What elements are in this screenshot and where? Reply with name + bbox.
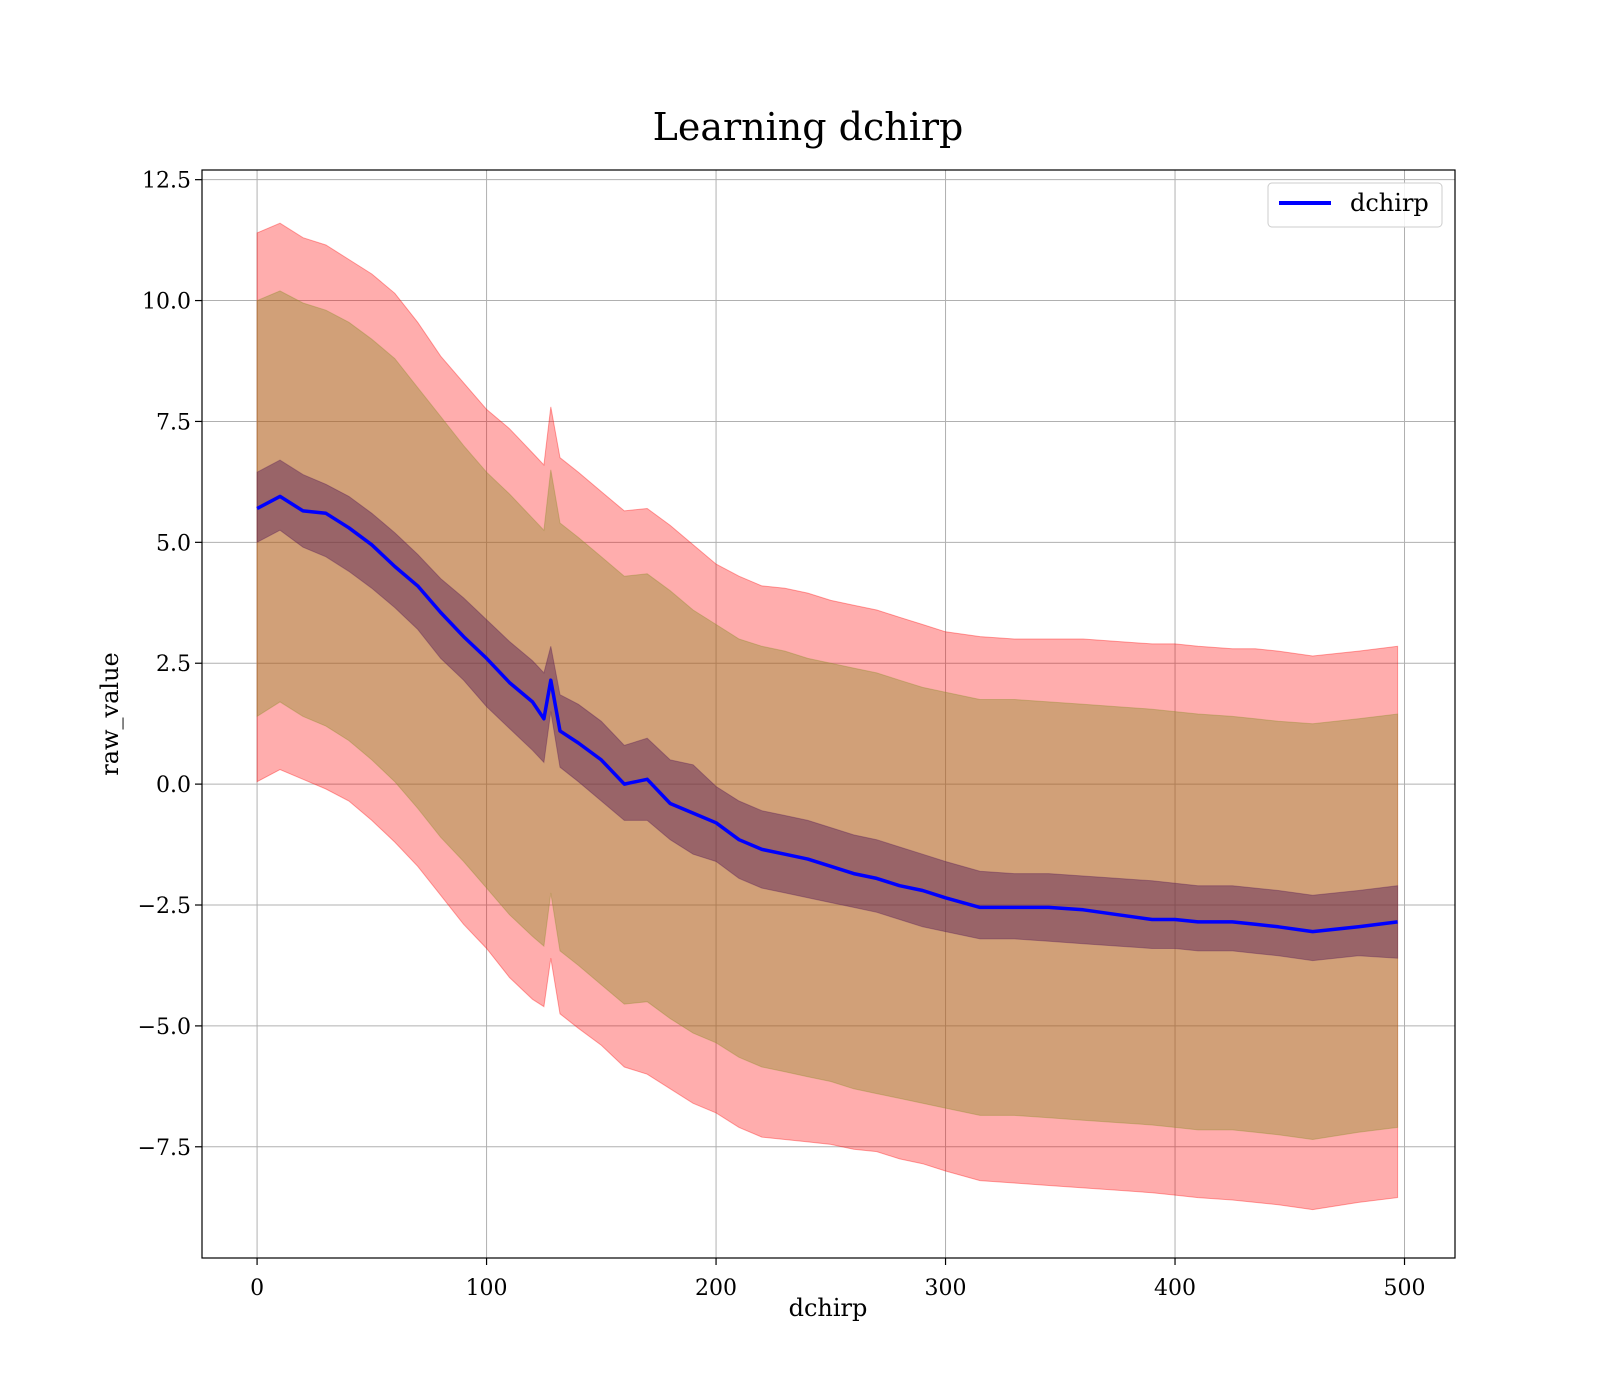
legend: dchirp xyxy=(1267,182,1443,228)
y-axis-label: raw_value xyxy=(96,652,124,776)
y-tick-label: 0.0 xyxy=(156,773,191,798)
y-tick-label: 10.0 xyxy=(142,290,191,315)
y-tick-label: −7.5 xyxy=(138,1136,191,1161)
series-line-dchirp xyxy=(256,494,1398,934)
chart-title: Learning dchirp xyxy=(653,105,964,149)
x-tick-label: 200 xyxy=(695,1276,737,1301)
x-tick-label: 500 xyxy=(1384,1276,1426,1301)
band-outer xyxy=(256,222,1399,1211)
x-axis-ticks: 0 100 200 300 400 500 xyxy=(250,1258,1426,1301)
confidence-bands xyxy=(256,222,1399,1211)
legend-box xyxy=(1267,182,1443,228)
y-tick-label: −2.5 xyxy=(138,894,191,919)
band-inner xyxy=(256,459,1399,962)
y-tick-label: 5.0 xyxy=(156,531,191,556)
y-tick-label: 2.5 xyxy=(156,652,191,677)
y-tick-label: −5.0 xyxy=(138,1015,191,1040)
x-tick-label: 400 xyxy=(1154,1276,1196,1301)
y-tick-label: 12.5 xyxy=(142,169,191,194)
band-middle xyxy=(256,290,1399,1141)
y-tick-label: 7.5 xyxy=(156,410,191,435)
x-tick-label: 100 xyxy=(466,1276,508,1301)
y-axis-ticks: 12.5 10.0 7.5 5.0 2.5 0.0 −2.5 −5.0 −7.5 xyxy=(138,169,202,1161)
grid-lines xyxy=(202,170,1455,1258)
plot-area-frame xyxy=(201,169,1456,1259)
x-axis-label: dchirp xyxy=(789,1294,868,1322)
legend-label-dchirp: dchirp xyxy=(1350,189,1429,217)
x-tick-label: 300 xyxy=(925,1276,967,1301)
series-lines xyxy=(256,494,1398,934)
x-tick-label: 0 xyxy=(250,1276,264,1301)
